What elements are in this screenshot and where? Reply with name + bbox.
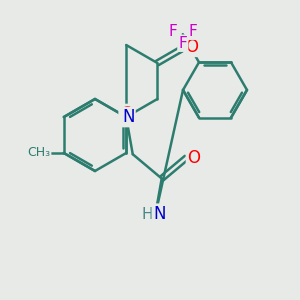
Text: O: O [187, 149, 200, 167]
Text: N: N [122, 108, 134, 126]
Text: H: H [141, 207, 153, 222]
Text: O: O [120, 105, 133, 123]
Text: F: F [178, 36, 187, 51]
Text: N: N [153, 205, 165, 223]
Text: O: O [185, 38, 198, 56]
Text: CH₃: CH₃ [27, 146, 50, 160]
Text: F: F [188, 24, 197, 39]
Text: F: F [168, 24, 177, 39]
